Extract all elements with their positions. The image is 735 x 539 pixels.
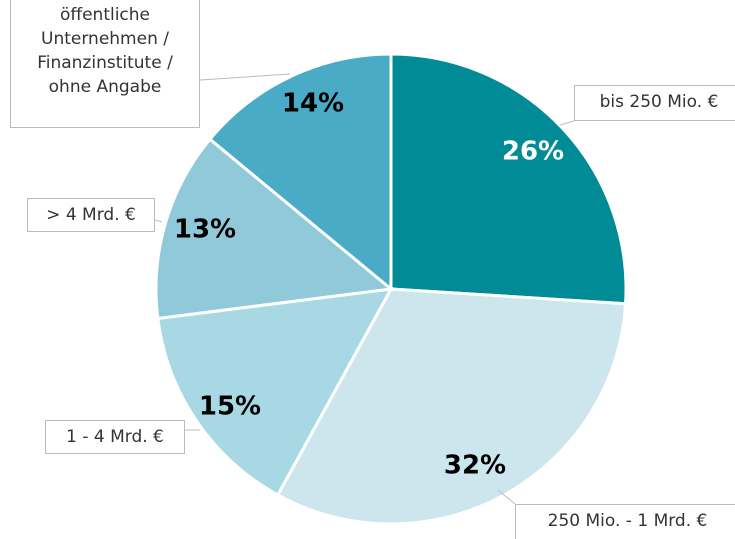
value-label: 32% (444, 451, 506, 481)
leader-line (154, 219, 163, 223)
leader-line (559, 120, 575, 126)
leader-line (497, 489, 516, 505)
category-label: > 4 Mrd. € (27, 198, 155, 232)
pie-slice (156, 287, 394, 497)
value-label: 15% (199, 392, 261, 422)
value-label: 14% (282, 89, 344, 119)
pie-slice (207, 52, 393, 293)
value-label: 13% (174, 215, 236, 245)
category-label: öffentliche Unternehmen / Finanzinstitut… (10, 0, 200, 128)
value-label: 26% (502, 137, 564, 167)
leader-line (199, 73, 291, 81)
category-label: 1 - 4 Mrd. € (45, 420, 185, 454)
pie-slice (389, 52, 628, 306)
pie-slice (154, 137, 395, 321)
category-label: bis 250 Mio. € (574, 85, 735, 121)
category-label: 250 Mio. - 1 Mrd. € (515, 504, 735, 539)
